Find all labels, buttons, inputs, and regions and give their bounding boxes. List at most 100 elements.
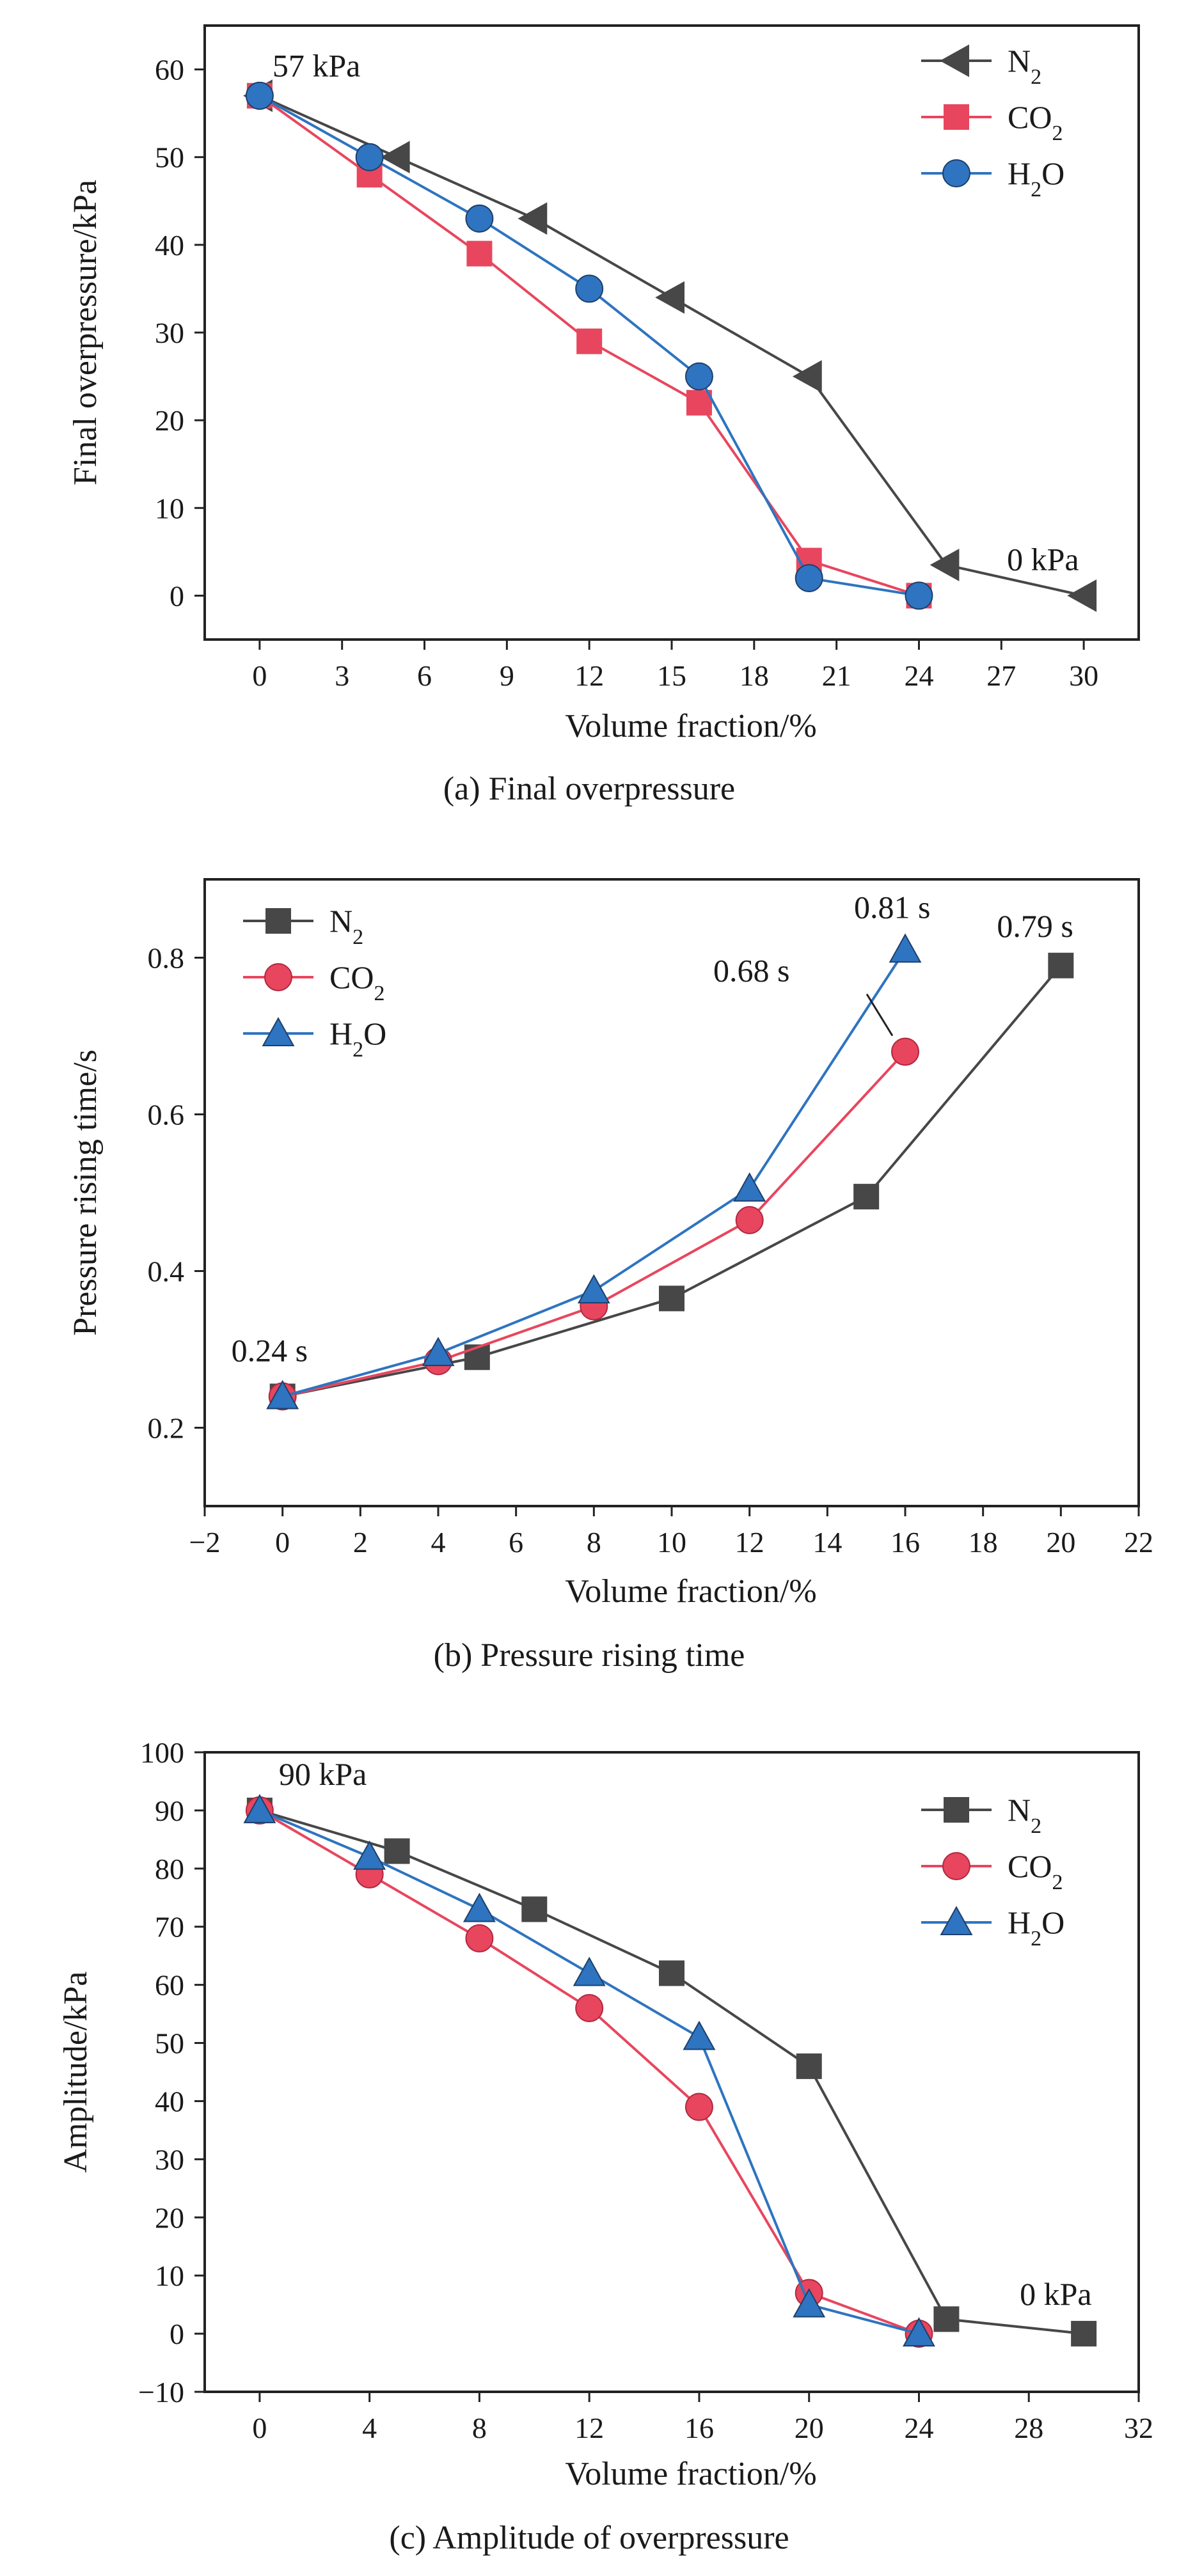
x-tick-label: 12 [735,1526,764,1559]
y-tick-label: 0.4 [148,1255,185,1288]
data-point [422,1337,455,1367]
chart-panel-c: 0 4 8 12 16 20 24 28 32 −10 0 10 20 30 40 50 60 70 80 90 100… [58,1736,1153,2556]
data-point [465,204,494,233]
data-annotation: 0.81 s [854,889,930,925]
x-tick-label: 12 [574,2412,604,2444]
data-point [735,1206,764,1234]
data-point [355,143,384,171]
data-point [733,1172,766,1202]
data-point [575,1994,604,2022]
legend-marker [264,963,292,991]
chart-panel-b: −2 0 2 4 6 8 10 12 14 16 18 20 22 0.2 0.4 0.6 0.8 Volume … [67,878,1153,1674]
data-point [1067,579,1097,612]
data-point [243,1794,276,1823]
x-tick-label: 28 [1014,2412,1043,2444]
data-point [463,1892,496,1922]
data-annotation: 0 kPa [1020,2276,1092,2312]
series-co2 [268,1037,919,1411]
y-tick-label: 80 [155,1853,184,1885]
data-point [795,564,823,592]
data-point [353,1840,386,1870]
y-tick-label: 60 [155,1969,184,2002]
data-point [521,1896,548,1922]
data-point [380,141,410,174]
data-point [575,274,604,303]
legend-marker [940,1906,973,1935]
x-tick-label: 16 [684,2412,714,2444]
series-n2 [269,952,1074,1410]
data-point [1048,952,1074,978]
legend-marker [265,908,291,934]
x-tick-label: 21 [822,659,851,692]
y-tick-label: 50 [155,2027,184,2060]
y-tick-label: 0 [170,579,184,612]
y-tick-label: 0.6 [148,1099,185,1131]
y-tick-label: 50 [155,141,184,174]
x-axis-title: Volume fraction/% [565,1573,816,1610]
plot-frame [203,1751,1140,2393]
x-tick-label: 4 [431,1526,446,1559]
plot-frame [203,24,1140,641]
data-point [796,2053,822,2079]
data-point [686,389,712,416]
y-axis-title: Pressure rising time/s [67,1049,104,1336]
y-tick-label: 0.2 [148,1412,185,1445]
data-point [684,362,713,391]
y-tick-label: 100 [140,1736,184,1769]
legend-label: CO2 [1008,1848,1063,1894]
x-axis-title: Volume fraction/% [565,708,816,744]
data-point [889,933,922,963]
y-tick-label: 0 [170,2318,184,2350]
data-point [384,1838,410,1864]
series-line [282,964,1062,1398]
series-co2 [246,82,932,609]
x-tick-label: 20 [795,2412,824,2444]
data-point [577,1274,610,1304]
data-annotation: 90 kPa [279,1756,367,1792]
x-tick-label: 6 [509,1526,523,1559]
series-h2o [266,933,922,1410]
data-point [576,328,603,354]
data-point [793,2288,826,2318]
data-point [683,2020,716,2050]
x-tick-label: 14 [812,1526,842,1559]
x-tick-label: 3 [335,659,349,692]
legend-label: H2O [1008,1905,1064,1951]
legend-marker [942,159,970,187]
y-tick-label: 60 [155,54,184,86]
x-tick-label: 16 [890,1526,920,1559]
x-tick-label: 4 [362,2412,377,2444]
legend-marker [940,44,969,77]
y-tick-label: 30 [155,317,184,349]
legend: N2 CO2 H2O [243,903,386,1062]
y-axis-title: Amplitude/kPa [58,1972,94,2173]
y-tick-label: 10 [155,492,184,524]
x-tick-label: −2 [189,1526,221,1559]
y-tick-label: 0.8 [148,942,185,975]
series-h2o [245,81,933,610]
x-tick-label: 10 [657,1526,686,1559]
x-tick-label: 22 [1124,1526,1153,1559]
y-tick-label: 70 [155,1911,184,1944]
x-tick-label: 18 [740,659,769,692]
legend-label: N2 [1008,1792,1041,1838]
data-point [853,1184,880,1210]
y-tick-label: 40 [155,229,184,262]
y-tick-label: 40 [155,2085,184,2117]
y-tick-label: 90 [155,1795,184,1827]
data-annotation: 0.68 s [713,953,789,989]
x-tick-label: 6 [417,659,432,692]
data-point [905,581,933,610]
data-annotation: 57 kPa [273,48,360,84]
y-tick-label: −10 [138,2376,184,2408]
series-h2o [243,1794,935,2347]
data-annotation: 0 kPa [1007,541,1079,577]
series-co2 [245,1796,933,2348]
data-point [792,360,822,393]
x-tick-label: 0 [275,1526,290,1559]
annotation-leader [866,993,894,1037]
legend-marker [942,1852,970,1880]
legend-label: N2 [1008,43,1041,89]
x-tick-label: 30 [1069,659,1098,692]
panel-caption: (c) Amplitude of overpressure [389,2520,789,2556]
